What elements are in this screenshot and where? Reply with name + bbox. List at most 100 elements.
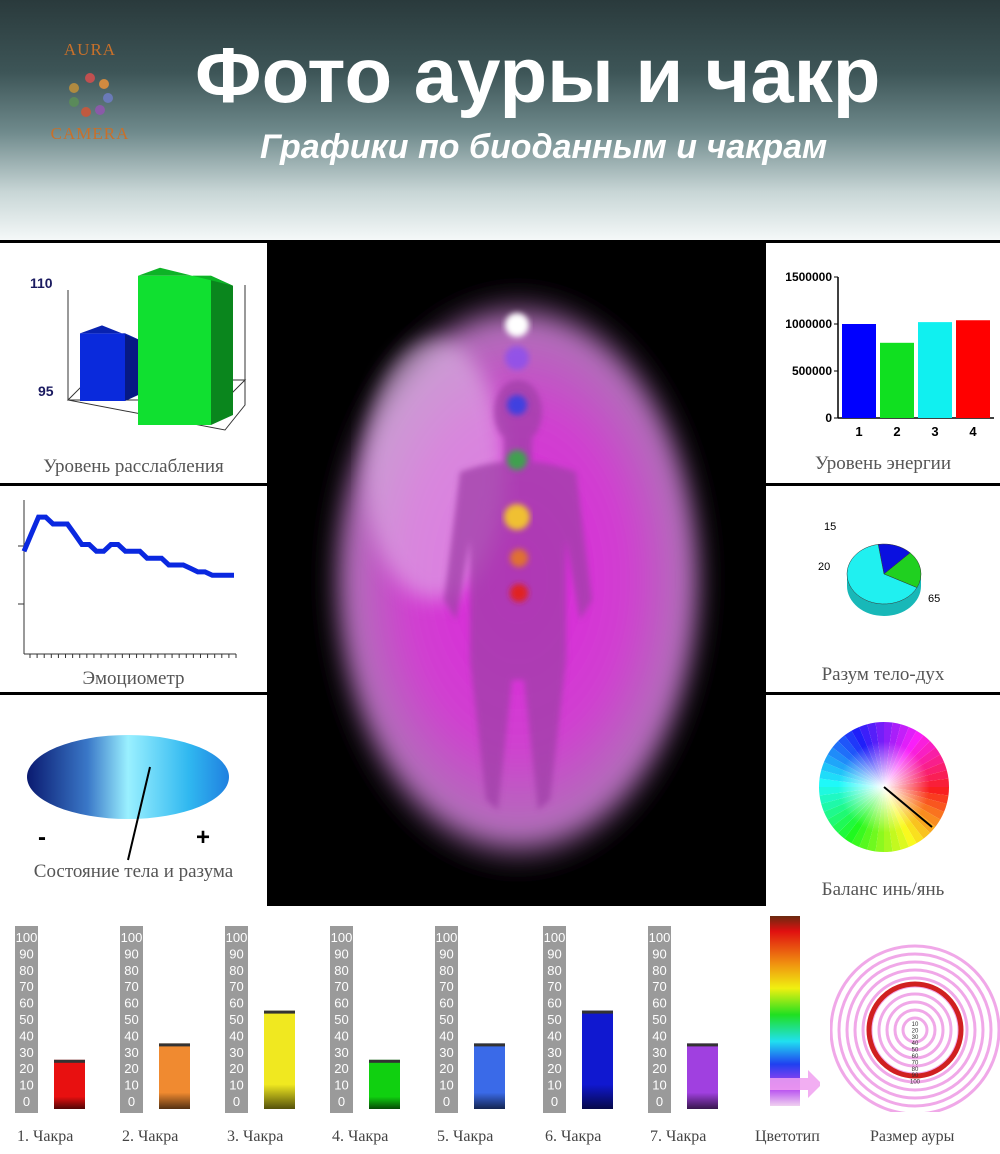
chakra-scale-tick: 40 bbox=[229, 1028, 243, 1043]
body-mind-gauge: - + bbox=[27, 735, 229, 861]
aura-size-scale-label: 40 bbox=[912, 1041, 919, 1047]
chakra-label: 7. Чакра bbox=[650, 1128, 707, 1145]
energy-label: Уровень энергии bbox=[814, 453, 952, 474]
chakra-label: 4. Чакра bbox=[332, 1128, 389, 1145]
chakra-scale-tick: 70 bbox=[439, 979, 453, 994]
energy-panel: 1500000 1000000 500000 0 1 2 3 4 Уровень энерг… bbox=[766, 243, 1000, 483]
yin-yang-pointer bbox=[883, 786, 933, 828]
aura-size-scale-label: 80 bbox=[912, 1067, 919, 1073]
pie-slice bbox=[846, 544, 918, 605]
chakra-bar-cap bbox=[264, 1010, 295, 1014]
chakra-scale-tick: 0 bbox=[23, 1094, 30, 1109]
chakra-label: 5. Чакра bbox=[437, 1128, 494, 1145]
chakra-scale-tick: 60 bbox=[19, 996, 33, 1011]
yin-yang-panel: Баланс инь/янь bbox=[766, 695, 1000, 906]
body-mind-panel: - + Состояние тела и разума bbox=[0, 695, 267, 906]
chakra-scale-tick: 70 bbox=[547, 979, 561, 994]
chakra-scale-tick: 60 bbox=[439, 996, 453, 1011]
aura-size-scale-label: 100 bbox=[910, 1080, 921, 1086]
pie-depth bbox=[847, 574, 921, 616]
mind-body-spirit-chart: 15 20 65 bbox=[818, 521, 940, 616]
chakra-bar-cap bbox=[54, 1059, 85, 1063]
body-mind-plus: + bbox=[196, 824, 210, 851]
chakra-scale-tick: 20 bbox=[547, 1061, 561, 1076]
aura-size-ring bbox=[830, 944, 1000, 1112]
chakra-scale-tick: 50 bbox=[124, 1012, 138, 1027]
aura-size-scale-label: 90 bbox=[912, 1073, 919, 1079]
chakra-scale-tick: 20 bbox=[334, 1061, 348, 1076]
chakra-scale-column bbox=[435, 926, 458, 1113]
chakra-scale-tick: 50 bbox=[229, 1012, 243, 1027]
chakra-scale-tick: 0 bbox=[443, 1094, 450, 1109]
chakra-scale-tick: 100 bbox=[331, 930, 353, 945]
body-mind-minus: - bbox=[38, 824, 46, 851]
aura-size-ring bbox=[861, 976, 969, 1084]
aura-size-ring bbox=[853, 968, 977, 1092]
chakra-scale-tick: 50 bbox=[334, 1012, 348, 1027]
chakra-scale-tick: 50 bbox=[439, 1012, 453, 1027]
chakra-bar bbox=[369, 1059, 400, 1109]
chakra-scale-tick: 40 bbox=[334, 1028, 348, 1043]
energy-bar bbox=[918, 322, 952, 418]
chakra-bar bbox=[687, 1043, 718, 1109]
chakra-scale-tick: 60 bbox=[652, 996, 666, 1011]
energy-xtick-label: 3 bbox=[931, 424, 938, 439]
chakra-scale-tick: 0 bbox=[233, 1094, 240, 1109]
chakra-scale-tick: 10 bbox=[19, 1078, 33, 1093]
emotiometer-chart bbox=[18, 500, 237, 658]
chakra-scale-tick: 90 bbox=[229, 946, 243, 961]
chakra-scale-tick: 60 bbox=[124, 996, 138, 1011]
relaxation-label: Уровень расслабления bbox=[43, 456, 224, 477]
chakra-scale-tick: 80 bbox=[19, 963, 33, 978]
chakra-scale-tick: 30 bbox=[19, 1045, 33, 1060]
aura-size-ring bbox=[885, 1000, 945, 1060]
chakra-label: 1. Чакра bbox=[17, 1128, 74, 1145]
relaxation-chart-back-wall bbox=[67, 285, 246, 431]
color-type-gradient bbox=[770, 916, 800, 1106]
chakra-scale-tick: 60 bbox=[547, 996, 561, 1011]
aura-photo bbox=[270, 240, 765, 906]
energy-xtick-label: 1 bbox=[855, 424, 862, 439]
chakra-scale-tick: 70 bbox=[229, 979, 243, 994]
chakra-bar bbox=[264, 1010, 295, 1109]
aura-size-ring bbox=[837, 952, 993, 1108]
chakra-scale-tick: 0 bbox=[128, 1094, 135, 1109]
chakra-scale-tick: 80 bbox=[652, 963, 666, 978]
chakra-scale-tick: 70 bbox=[652, 979, 666, 994]
chakra-section: 100 90 80 70 60 50 40 30 20 10 0 100 90 80 70 60 50 40 30 2… bbox=[0, 906, 1000, 1154]
energy-bar bbox=[880, 342, 914, 418]
chakra-scale-tick: 40 bbox=[439, 1028, 453, 1043]
energy-xtick-label: 2 bbox=[893, 424, 900, 439]
chakra-scale-column bbox=[225, 926, 248, 1113]
chakra-scale-tick: 80 bbox=[547, 963, 561, 978]
energy-xtick-label: 4 bbox=[969, 424, 977, 439]
page-title: Фото ауры и чакр bbox=[195, 31, 881, 119]
aura-size-scale-label: 60 bbox=[912, 1054, 919, 1060]
energy-bar bbox=[956, 320, 990, 418]
aura-size-label: Размер ауры bbox=[870, 1128, 955, 1145]
pie-label: 20 bbox=[818, 561, 830, 573]
chakra-scale-tick: 60 bbox=[334, 996, 348, 1011]
chakra-scale-tick: 10 bbox=[334, 1078, 348, 1093]
chakra-scale-tick: 100 bbox=[16, 930, 38, 945]
chakra-label: 6. Чакра bbox=[545, 1128, 602, 1145]
chakra-label: 3. Чакра bbox=[227, 1128, 284, 1145]
aura-size-scale-label: 70 bbox=[912, 1060, 919, 1066]
chakra-scale-column bbox=[15, 926, 38, 1113]
chakra-scale-tick: 80 bbox=[229, 963, 243, 978]
aura-size-scale-label: 30 bbox=[912, 1035, 919, 1041]
chakra-scale-tick: 90 bbox=[124, 946, 138, 961]
chakra-scale-tick: 10 bbox=[124, 1078, 138, 1093]
color-type-arrow-icon bbox=[770, 1070, 820, 1098]
chakra-scale-tick: 40 bbox=[19, 1028, 33, 1043]
aura-size-ring bbox=[901, 1016, 929, 1044]
chakra-scale-tick: 20 bbox=[19, 1061, 33, 1076]
emotiometer-panel: Эмоциометр bbox=[0, 486, 267, 692]
chakra-scale-tick: 0 bbox=[338, 1094, 345, 1109]
logo-dots-icon bbox=[69, 73, 113, 117]
chakra-label: 2. Чакра bbox=[122, 1128, 179, 1145]
chakra-bar bbox=[159, 1043, 190, 1109]
yin-yang-label: Баланс инь/янь bbox=[821, 879, 945, 900]
chakra-scale-tick: 50 bbox=[547, 1012, 561, 1027]
